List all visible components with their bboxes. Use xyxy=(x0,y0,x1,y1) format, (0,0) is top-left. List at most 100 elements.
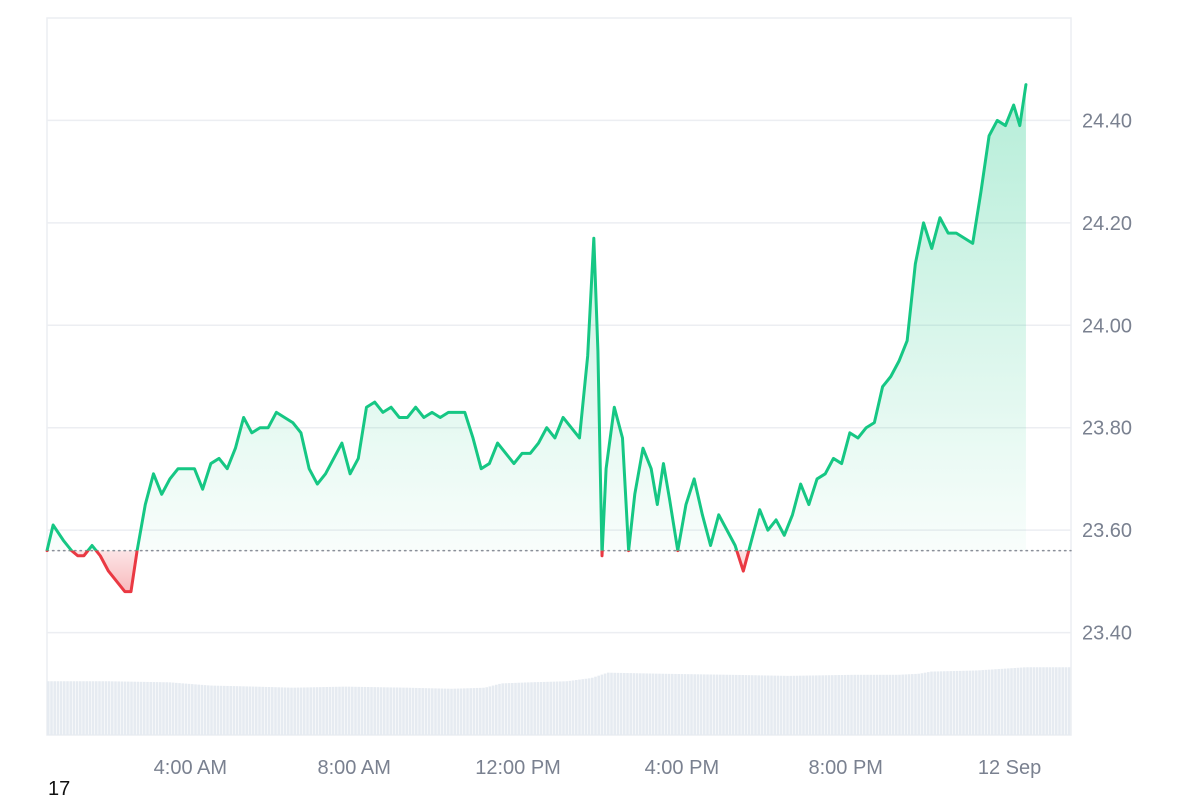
volume-bar xyxy=(639,673,642,735)
volume-bar xyxy=(661,673,664,735)
volume-bar xyxy=(987,669,991,735)
volume-bar xyxy=(821,675,824,735)
volume-bar xyxy=(491,685,495,735)
volume-bar xyxy=(1003,668,1007,735)
volume-bar xyxy=(706,674,709,735)
volume-bar xyxy=(943,671,946,735)
volume-bar xyxy=(303,687,306,735)
volume-bar xyxy=(111,681,114,735)
volume-bar xyxy=(565,681,568,735)
volume-bar xyxy=(242,686,245,735)
volume-bar xyxy=(479,687,482,735)
x-tick-label: 4:00 PM xyxy=(645,757,719,779)
volume-bar xyxy=(66,681,69,735)
volume-bar xyxy=(658,673,661,735)
volume-bar xyxy=(1061,667,1064,735)
volume-bar xyxy=(312,687,316,735)
volume-bar xyxy=(232,686,236,735)
volume-bar xyxy=(418,687,421,735)
volume-bar xyxy=(88,681,92,735)
volume-bar xyxy=(1029,667,1032,735)
volume-bar xyxy=(47,681,50,735)
volume-bar xyxy=(674,673,677,735)
volume-bar xyxy=(376,687,380,735)
volume-bar xyxy=(127,681,130,735)
volume-bar xyxy=(840,674,844,735)
volume-bar xyxy=(453,688,456,735)
volume-bar xyxy=(680,674,684,735)
x-tick-label: 4:00 AM xyxy=(154,757,227,779)
volume-bar xyxy=(229,686,232,735)
volume-bar xyxy=(703,674,706,735)
volume-bar xyxy=(50,681,53,735)
volume-bar xyxy=(847,674,850,735)
volume-bar xyxy=(683,674,687,735)
volume-bar xyxy=(82,681,85,735)
volume-bar xyxy=(843,674,847,735)
volume-bar xyxy=(933,671,936,735)
volume-bar xyxy=(744,675,748,735)
volume-bar xyxy=(335,686,338,735)
volume-bar xyxy=(523,682,527,735)
volume-bar xyxy=(271,687,274,735)
volume-bar xyxy=(146,681,149,735)
volume-bar xyxy=(75,681,79,735)
volume-bar xyxy=(139,681,143,735)
volume-bar xyxy=(911,674,914,735)
volume-bar xyxy=(853,674,856,735)
volume-bar xyxy=(904,674,908,735)
volume-bar xyxy=(802,675,805,735)
volume-bar xyxy=(447,688,450,735)
volume-bar xyxy=(747,675,751,735)
volume-bar xyxy=(165,682,168,735)
volume-bar xyxy=(395,687,399,735)
volume-bar xyxy=(1023,667,1026,735)
volume-bar xyxy=(831,675,834,735)
volume-bar xyxy=(248,686,252,735)
volume-bar xyxy=(56,681,60,735)
volume-bar xyxy=(133,681,136,735)
volume-bar xyxy=(466,688,469,735)
volume-bar xyxy=(392,687,396,735)
volume-bar xyxy=(818,675,821,735)
volume-bar xyxy=(863,674,866,735)
volume-bar xyxy=(98,681,101,735)
volume-bar xyxy=(431,688,434,735)
volume-bar xyxy=(322,687,325,735)
volume-bar xyxy=(568,680,572,735)
volume-bar xyxy=(594,676,597,735)
x-tick-label: 8:00 PM xyxy=(808,757,882,779)
volume-bar xyxy=(997,669,1000,735)
volume-bar xyxy=(991,669,994,735)
volume-bar xyxy=(850,674,853,735)
volume-bar xyxy=(357,686,360,735)
volume-bar xyxy=(299,687,303,735)
volume-bar xyxy=(952,671,956,735)
volume-bars xyxy=(47,667,1071,735)
volume-bar xyxy=(95,681,98,735)
volume-bar xyxy=(923,672,927,735)
volume-bar xyxy=(181,683,184,735)
volume-bar xyxy=(277,687,280,735)
volume-bar xyxy=(107,681,111,735)
volume-bar xyxy=(1055,667,1058,735)
corner-date-label: 17 xyxy=(48,778,71,800)
volume-bar xyxy=(783,675,786,735)
volume-bar xyxy=(485,687,488,735)
volume-bar xyxy=(760,675,764,735)
volume-bar xyxy=(530,682,533,735)
volume-bar xyxy=(136,681,140,735)
volume-bar xyxy=(219,685,223,735)
volume-bar xyxy=(437,688,440,735)
volume-bar xyxy=(571,680,575,735)
volume-bar xyxy=(213,685,216,735)
volume-bar xyxy=(898,674,901,735)
price-area-up xyxy=(47,84,1026,551)
volume-bar xyxy=(171,682,175,735)
volume-bar xyxy=(331,686,335,735)
volume-bar xyxy=(351,686,354,735)
volume-bar xyxy=(258,686,261,735)
volume-bar xyxy=(1035,667,1039,735)
y-tick-label: 24.00 xyxy=(1082,315,1132,337)
